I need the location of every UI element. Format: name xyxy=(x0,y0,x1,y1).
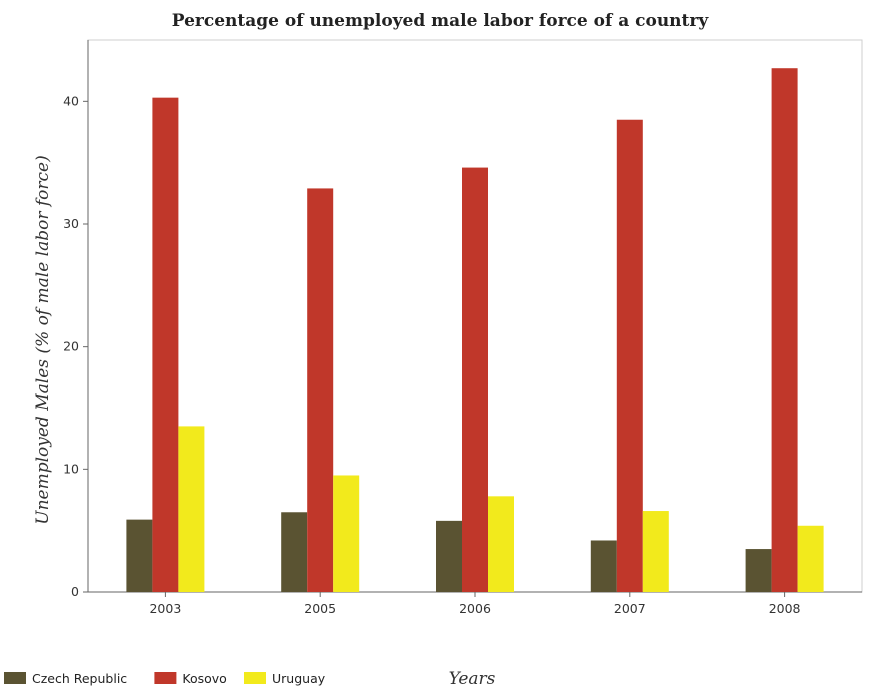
y-tick-label: 0 xyxy=(71,584,79,599)
legend: Czech Republic Kosovo Uruguay xyxy=(4,671,326,686)
bar-uruguay xyxy=(488,496,514,592)
bar-uruguay xyxy=(178,426,205,592)
bar-czech-republic xyxy=(281,512,308,592)
bar-kosovo xyxy=(616,119,643,592)
legend-swatch xyxy=(4,672,26,684)
tick-labels: 0 10 20 30 40 2003 2005 2006 2007 2008 xyxy=(63,93,800,616)
y-axis-title: Unemployed Males (% of male labor force) xyxy=(33,155,53,525)
y-tick-label: 10 xyxy=(63,461,79,476)
y-tick-label: 20 xyxy=(63,339,79,354)
x-tick-label: 2008 xyxy=(769,601,801,616)
legend-label: Uruguay xyxy=(272,671,326,686)
x-tick-label: 2007 xyxy=(614,601,646,616)
legend-swatch xyxy=(244,672,266,684)
bar-kosovo xyxy=(307,188,334,592)
bar-kosovo xyxy=(152,97,179,593)
bar-czech-republic xyxy=(436,520,462,592)
x-tick-label: 2005 xyxy=(304,601,336,616)
bars xyxy=(126,68,824,593)
bar-czech-republic xyxy=(126,519,153,592)
bar-uruguay xyxy=(642,511,669,592)
legend-swatch xyxy=(154,672,177,684)
bar-czech-republic xyxy=(590,540,617,592)
bar-kosovo xyxy=(462,167,488,592)
bar-czech-republic xyxy=(745,549,772,592)
legend-label: Kosovo xyxy=(182,671,226,686)
chart-title: Percentage of unemployed male labor forc… xyxy=(172,11,710,31)
y-tick-label: 40 xyxy=(63,93,79,108)
x-tick-label: 2003 xyxy=(149,601,181,616)
bar-uruguay xyxy=(333,475,360,592)
x-axis-title: Years xyxy=(449,669,496,689)
legend-label: Czech Republic xyxy=(32,671,127,686)
y-tick-label: 30 xyxy=(63,216,79,231)
x-tick-label: 2006 xyxy=(459,601,491,616)
bar-kosovo xyxy=(771,68,798,593)
bar-uruguay xyxy=(797,525,824,592)
